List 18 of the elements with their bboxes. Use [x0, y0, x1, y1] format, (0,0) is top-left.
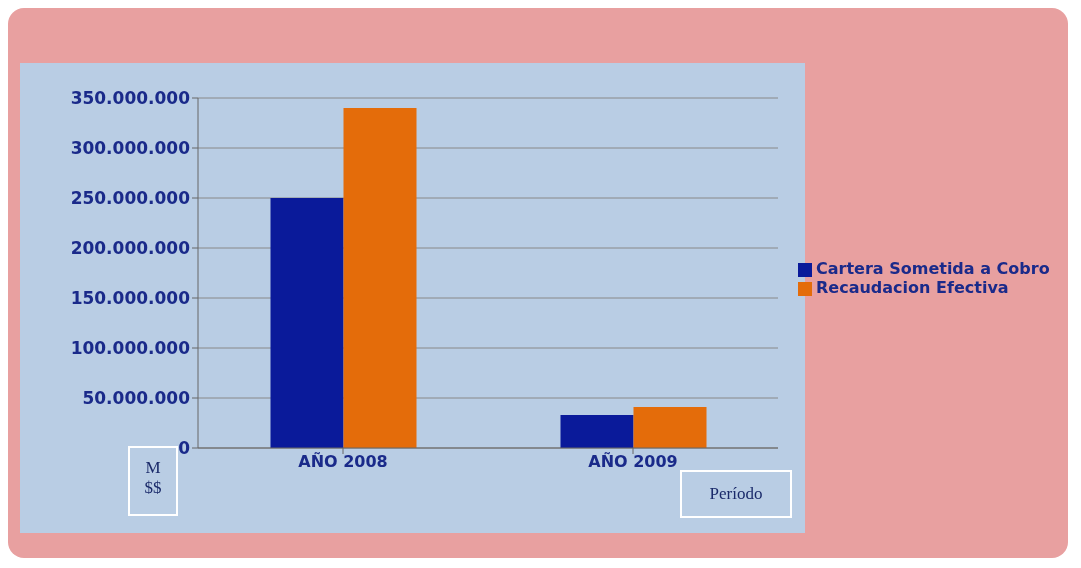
y-tick-label: 100.000.000	[70, 338, 191, 359]
x-tick-label: AÑO 2008	[298, 452, 388, 472]
y-tick-label: 300.000.000	[70, 138, 191, 159]
y-axis-title: M $$	[143, 458, 163, 498]
legend-label: Cartera Sometida a Cobro	[816, 259, 1050, 278]
y-tick-label: 350.000.000	[70, 88, 191, 109]
y-tick-label: 50.000.000	[82, 388, 191, 409]
bar	[270, 198, 344, 448]
bar	[343, 108, 417, 448]
x-tick-label: AÑO 2009	[588, 452, 678, 472]
x-axis-title: Período	[680, 470, 792, 518]
y-tick-label: 150.000.000	[70, 288, 191, 309]
bar	[560, 415, 634, 448]
legend-label: Recaudacion Efectiva	[816, 278, 1009, 297]
y-tick-label: 200.000.000	[70, 238, 191, 259]
y-tick-label: 0	[178, 438, 191, 459]
bar	[633, 407, 707, 448]
y-tick-label: 250.000.000	[70, 188, 191, 209]
